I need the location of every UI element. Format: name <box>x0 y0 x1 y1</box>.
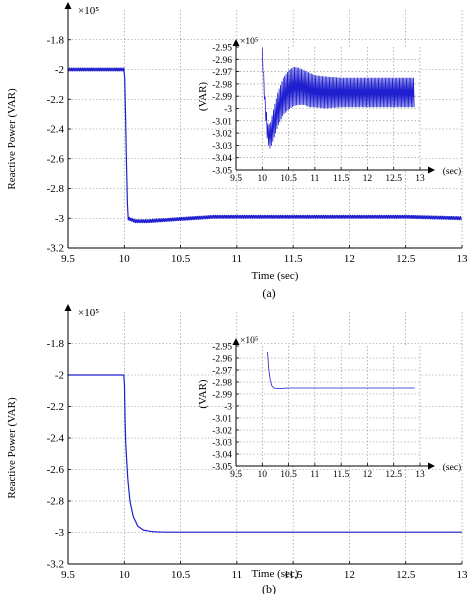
inset-y-axis-arrow <box>232 338 240 345</box>
x-tick-label: 10.5 <box>280 174 297 184</box>
y-tick-label: -3 <box>224 105 232 115</box>
y-tick-label: -2.6 <box>47 153 65 165</box>
y-tick-label: -3 <box>55 527 65 539</box>
inset-series-line-0 <box>261 48 415 149</box>
x-tick-label: 11 <box>232 569 243 581</box>
y-axis-arrow <box>64 2 72 9</box>
inset-x-axis-label: (sec) <box>443 462 461 473</box>
y-tick-label: -2.2 <box>47 94 64 106</box>
inset-x-axis-arrow <box>428 462 435 470</box>
inset-y-axis-label: (VAR) <box>197 82 209 111</box>
x-tick-label: 10 <box>258 470 268 480</box>
panel-caption: (a) <box>262 286 275 300</box>
x-tick-label: 9.5 <box>61 253 75 265</box>
y-tick-label: -2.8 <box>47 496 65 508</box>
y-tick-label: -2.96 <box>212 355 232 365</box>
inset-exponent-label: ×10⁵ <box>240 336 258 346</box>
x-tick-label: 9.5 <box>61 569 75 581</box>
x-tick-label: 12.5 <box>396 569 416 581</box>
series-line-0 <box>67 67 462 224</box>
x-tick-label: 9.5 <box>230 174 242 184</box>
inset-plot: 9.5 10 10.5 11 11.5 12 12.5 13 -2.95 -2.96 -2.97 -2… <box>197 336 461 480</box>
y-tick-label: -2.99 <box>212 93 232 103</box>
y-tick-label: -2.97 <box>212 367 232 377</box>
y-tick-label: -2.4 <box>47 433 65 445</box>
y-tick-label: -3.04 <box>212 154 232 164</box>
inset-x-axis-label: (sec) <box>443 166 461 177</box>
y-tick-label: -2 <box>55 370 64 382</box>
y-tick-label: -3.02 <box>212 130 232 140</box>
y-tick-label: -2.95 <box>212 343 232 353</box>
y-tick-label: -2.98 <box>212 379 232 389</box>
x-tick-label: 13 <box>415 470 425 480</box>
x-tick-label: 11 <box>232 253 243 265</box>
x-tick-label: 11 <box>310 470 319 480</box>
x-tick-label: 11 <box>310 174 319 184</box>
y-tick-label: -2.2 <box>47 401 64 413</box>
x-tick-label: 9.5 <box>230 470 242 480</box>
y-tick-label: -3.01 <box>212 117 232 127</box>
exponent-label: ×10⁵ <box>78 307 99 319</box>
y-tick-label: -3 <box>224 403 232 413</box>
inset-series-line-0 <box>267 351 415 390</box>
x-tick-label: 12 <box>363 174 373 184</box>
x-tick-label: 12 <box>363 470 373 480</box>
y-tick-label: -2.8 <box>47 183 65 195</box>
x-tick-label: 12.5 <box>385 174 402 184</box>
inset-y-axis-label: (VAR) <box>197 379 209 408</box>
x-tick-label: 12 <box>344 253 355 265</box>
y-tick-label: -2.4 <box>47 124 65 136</box>
x-tick-label: 10.5 <box>280 470 297 480</box>
x-tick-label: 11.5 <box>333 174 350 184</box>
x-tick-label: 10 <box>258 174 268 184</box>
y-tick-label: -2.99 <box>212 391 232 401</box>
y-tick-label: -3.05 <box>212 167 232 177</box>
inset-plot: 9.5 10 10.5 11 11.5 12 12.5 13 -2.95 -2.96 -2.97 -2… <box>197 37 461 184</box>
inset-exponent-label: ×10⁵ <box>240 37 258 47</box>
y-tick-label: -3.2 <box>47 559 64 571</box>
y-tick-label: -1.8 <box>47 34 65 46</box>
x-axis-label: Time (sec) <box>252 568 299 580</box>
y-tick-label: -2.96 <box>212 56 232 66</box>
x-tick-label: 10 <box>119 569 131 581</box>
x-tick-label: 10.5 <box>171 253 191 265</box>
y-tick-label: -3.01 <box>212 415 232 425</box>
y-axis-arrow <box>64 304 72 311</box>
inset-y-axis-arrow <box>232 39 240 46</box>
x-tick-label: 11.5 <box>333 470 350 480</box>
x-tick-label: 13 <box>457 253 469 265</box>
x-tick-label: 12 <box>344 569 355 581</box>
x-axis-label: Time (sec) <box>252 270 299 282</box>
panel-b: 9.5 10 10.5 11 11.5 12 12.5 13 -1.8 -2 -2.2 -2.4 -2.… <box>6 304 468 594</box>
y-tick-label: -2 <box>55 64 64 76</box>
y-tick-label: -3.02 <box>212 427 232 437</box>
y-tick-label: -3.04 <box>212 451 232 461</box>
y-tick-label: -3.2 <box>47 243 64 255</box>
y-tick-label: -1.8 <box>47 338 65 350</box>
x-tick-label: 12.5 <box>385 470 402 480</box>
y-tick-label: -2.97 <box>212 68 232 78</box>
y-tick-label: -3 <box>55 213 65 225</box>
series-line-0 <box>68 374 462 533</box>
y-axis-label: Reactive Power (VAR) <box>6 397 18 499</box>
x-tick-label: 11.5 <box>284 253 303 265</box>
y-tick-label: -3.05 <box>212 463 232 473</box>
inset-x-axis-arrow <box>428 166 435 174</box>
x-tick-label: 11.5 <box>284 569 303 581</box>
y-tick-label: -3.03 <box>212 439 232 449</box>
exponent-label: ×10⁵ <box>78 5 99 17</box>
y-axis-label: Reactive Power (VAR) <box>6 88 18 190</box>
y-tick-label: -3.03 <box>212 142 232 152</box>
x-tick-label: 12.5 <box>396 253 416 265</box>
x-tick-label: 10 <box>119 253 131 265</box>
y-tick-label: -2.6 <box>47 464 65 476</box>
y-tick-label: -2.95 <box>212 44 232 54</box>
panel-caption: (b) <box>262 582 276 594</box>
x-tick-label: 10.5 <box>171 569 191 581</box>
x-tick-label: 13 <box>457 569 469 581</box>
panel-a: 9.5 10 10.5 11 11.5 12 12.5 13 -1.8 -2 -2.2 -2.4 -2.… <box>6 2 468 300</box>
x-tick-label: 13 <box>415 174 425 184</box>
y-tick-label: -2.98 <box>212 80 232 90</box>
